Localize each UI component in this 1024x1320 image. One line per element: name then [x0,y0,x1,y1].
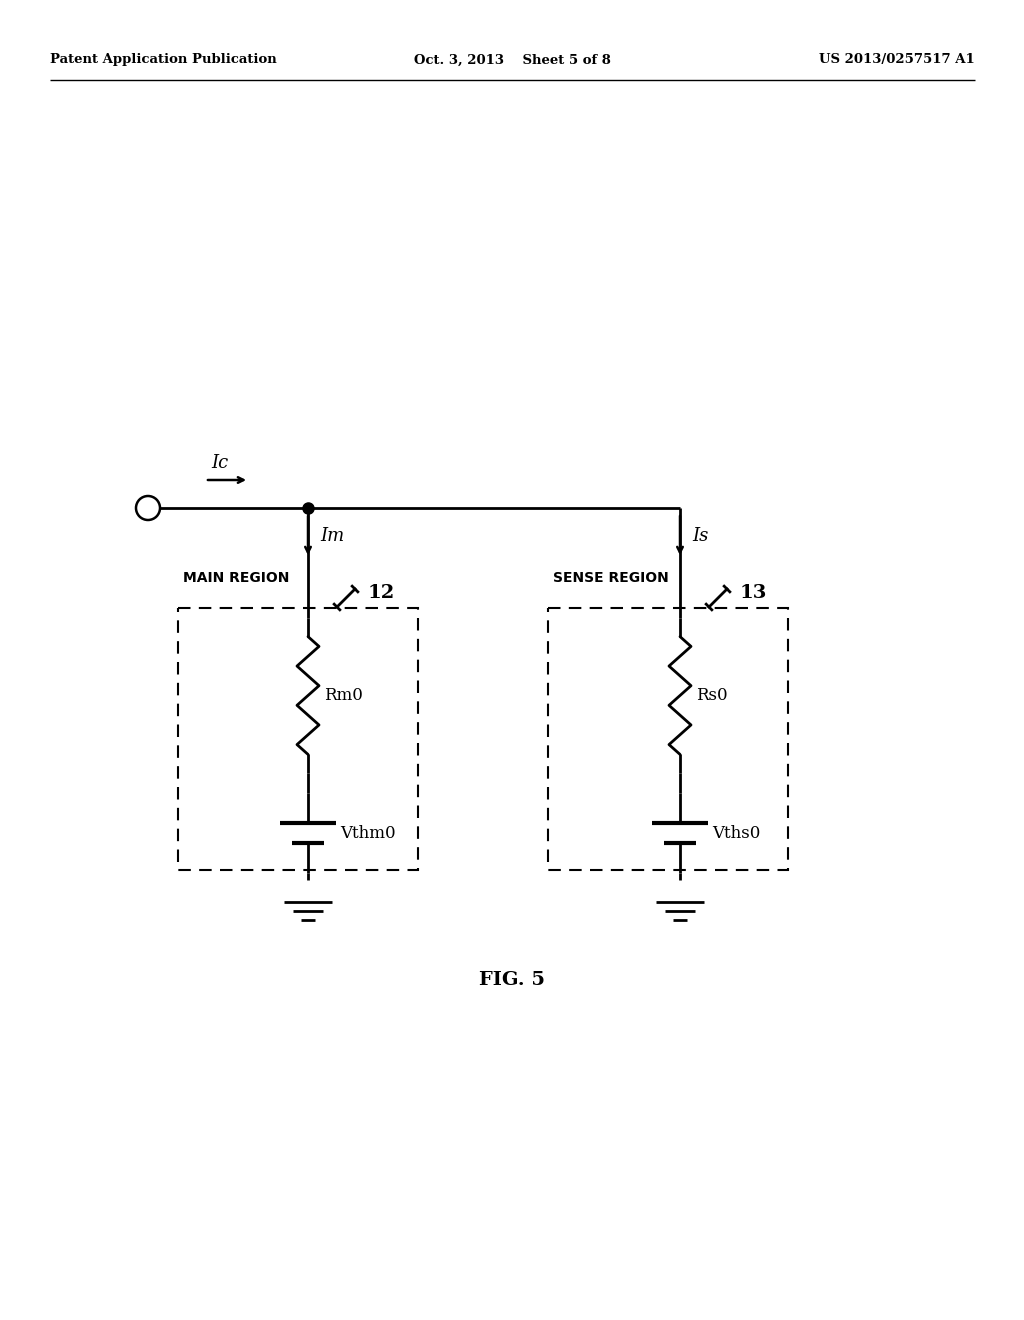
Bar [178,609,418,870]
Text: MAIN REGION: MAIN REGION [183,572,290,585]
Text: FIG. 5: FIG. 5 [479,972,545,989]
Text: Oct. 3, 2013    Sheet 5 of 8: Oct. 3, 2013 Sheet 5 of 8 [414,54,610,66]
Text: Im: Im [319,527,344,545]
Text: Is: Is [692,527,709,545]
Text: 13: 13 [740,583,767,602]
Text: Vths0: Vths0 [712,825,761,842]
Text: Ic: Ic [211,454,228,473]
Text: Rs0: Rs0 [696,686,728,704]
Text: US 2013/0257517 A1: US 2013/0257517 A1 [819,54,975,66]
Text: Rm0: Rm0 [324,686,362,704]
Text: 12: 12 [368,583,395,602]
Text: SENSE REGION: SENSE REGION [553,572,669,585]
Bar [548,609,788,870]
Text: Patent Application Publication: Patent Application Publication [50,54,276,66]
Text: Vthm0: Vthm0 [340,825,395,842]
